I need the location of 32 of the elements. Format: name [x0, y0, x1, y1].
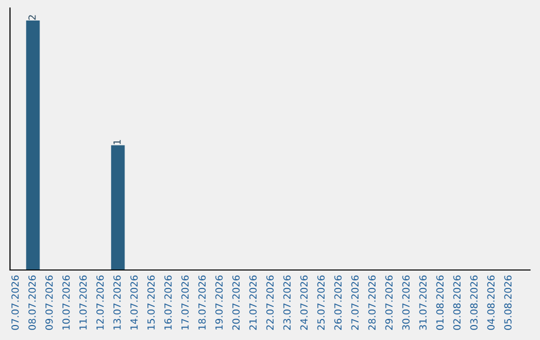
- x-tick-label: 21.07.2026: [249, 275, 257, 330]
- x-tick-label: 15.07.2026: [147, 275, 155, 330]
- x-tick-label: 14.07.2026: [130, 275, 138, 330]
- x-tick-label: 29.07.2026: [385, 275, 393, 330]
- data-label: 2: [28, 15, 36, 20]
- x-tick-label: 02.08.2026: [453, 275, 461, 330]
- x-tick-label: 19.07.2026: [215, 275, 223, 330]
- x-tick-label: 25.07.2026: [317, 275, 325, 330]
- x-tick-label: 09.07.2026: [45, 275, 53, 330]
- x-tick-label: 07.07.2026: [11, 275, 19, 330]
- x-tick-label: 30.07.2026: [402, 275, 410, 330]
- x-tick-label: 23.07.2026: [283, 275, 291, 330]
- x-tick-label: 04.08.2026: [487, 275, 495, 330]
- x-tick-label: 05.08.2026: [504, 275, 512, 330]
- x-tick-label: 13.07.2026: [113, 275, 121, 330]
- x-tick-label: 28.07.2026: [368, 275, 376, 330]
- x-tick-label: 10.07.2026: [62, 275, 70, 330]
- x-tick-label: 16.07.2026: [164, 275, 172, 330]
- x-tick-label: 08.07.2026: [28, 275, 36, 330]
- x-tick-label: 11.07.2026: [79, 275, 87, 330]
- data-label: 1: [114, 140, 121, 144]
- x-tick-label: 18.07.2026: [198, 275, 206, 330]
- x-tick-label: 31.07.2026: [419, 275, 427, 330]
- x-tick-label: 27.07.2026: [351, 275, 359, 330]
- x-tick-label: 01.08.2026: [436, 275, 444, 330]
- x-tick-label: 22.07.2026: [266, 275, 274, 330]
- x-tick-label: 26.07.2026: [334, 275, 342, 330]
- x-tick-label: 20.07.2026: [232, 275, 240, 330]
- x-tick-label: 24.07.2026: [300, 275, 308, 330]
- x-tick-label: 12.07.2026: [96, 275, 104, 330]
- x-tick-label: 17.07.2026: [181, 275, 189, 330]
- x-tick-label: 03.08.2026: [470, 275, 478, 330]
